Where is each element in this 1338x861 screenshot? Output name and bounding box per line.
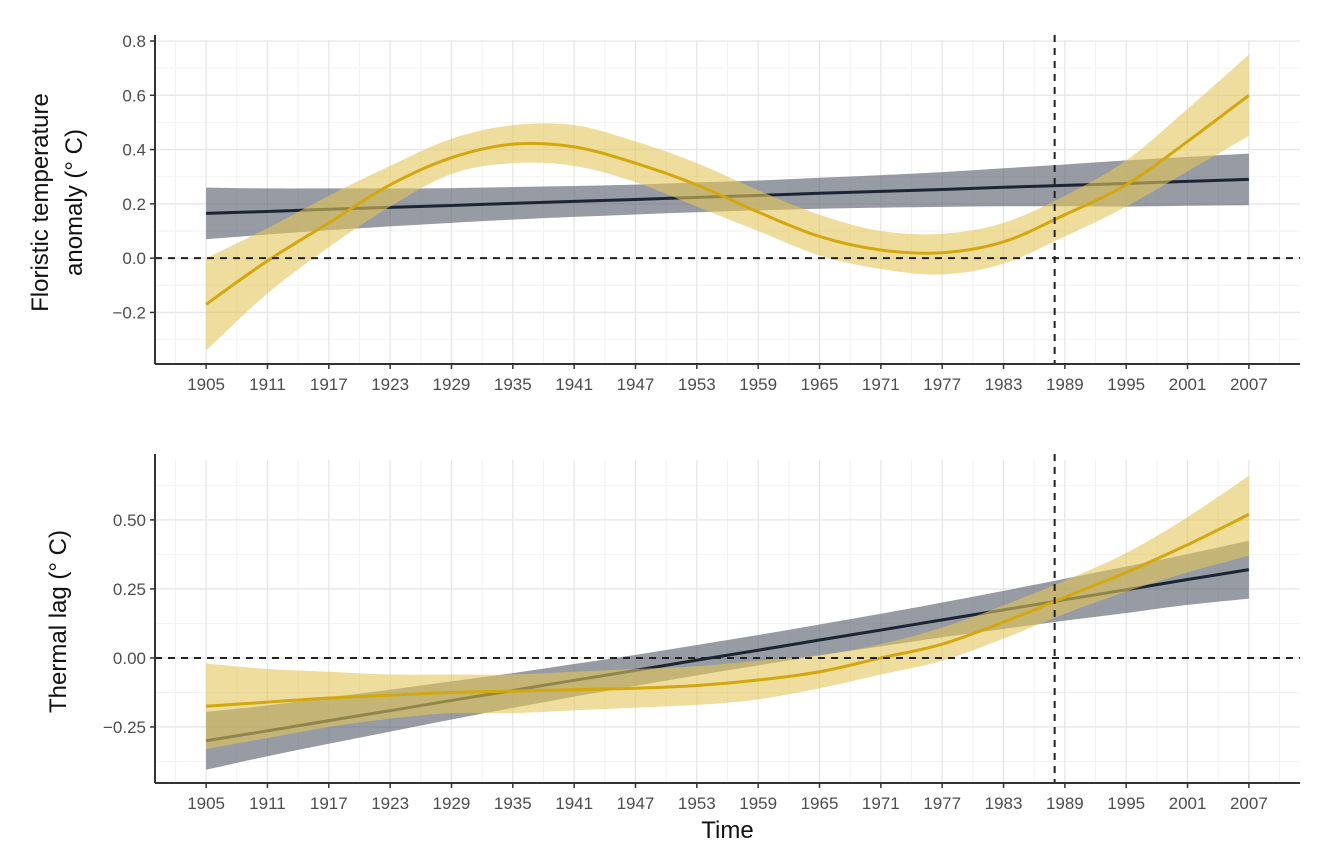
x-tick-label: 2001	[1169, 794, 1207, 813]
smooth-trend-line	[206, 513, 1250, 708]
smooth-trend-line	[205, 94, 1250, 306]
x-tick-label: 1923	[371, 375, 409, 394]
smooth-trend-confidence-band	[206, 475, 1249, 750]
y-axis-title: Thermal lag (° C)	[45, 530, 72, 713]
x-tick-label: 1947	[617, 794, 655, 813]
x-axis-title: Time	[701, 817, 753, 844]
x-tick-label: 1965	[801, 794, 839, 813]
y-axis-title: Floristic temperature	[27, 93, 54, 312]
x-tick-label: 1947	[617, 375, 655, 394]
y-tick-label: −0.2	[112, 303, 146, 322]
panel-floristic-temperature-anomaly: 1905 1911 1917 1923 1929 1935 1941 1947 1953 1959…	[27, 32, 1300, 394]
x-tick-label: 1983	[985, 375, 1023, 394]
y-tick-label: 0.2	[122, 195, 146, 214]
y-axis-title: anomaly (° C)	[61, 129, 88, 276]
x-tick-label: 1941	[555, 375, 593, 394]
x-tick-label: 1977	[923, 375, 961, 394]
x-tick-label: 1977	[923, 794, 961, 813]
y-tick-label: 0.6	[122, 86, 146, 105]
y-tick-label: 0.0	[122, 249, 146, 268]
x-tick-label: 2007	[1230, 375, 1268, 394]
y-tick-label: 0.00	[113, 649, 146, 668]
x-tick-label: 1929	[433, 794, 471, 813]
x-tick-label: 1905	[187, 375, 225, 394]
smooth-trend-confidence-band	[206, 54, 1249, 351]
y-tick-label: 0.25	[113, 580, 146, 599]
panel-thermal-lag: 1905 1911 1917 1923 1929 1935 1941 1947 1953 1959…	[45, 454, 1300, 844]
x-tick-label: 1983	[985, 794, 1023, 813]
x-tick-label: 1989	[1046, 375, 1084, 394]
x-tick-label: 1917	[310, 375, 348, 394]
x-tick-label: 1953	[678, 375, 716, 394]
x-tick-label: 1959	[739, 794, 777, 813]
x-tick-label: 1959	[739, 375, 777, 394]
y-tick-label: 0.4	[122, 141, 146, 160]
x-tick-label: 1905	[187, 794, 225, 813]
x-tick-label: 2001	[1169, 375, 1207, 394]
x-tick-label: 1941	[555, 794, 593, 813]
x-tick-label: 1965	[801, 375, 839, 394]
x-tick-label: 1911	[249, 375, 286, 394]
x-tick-label: 1911	[249, 794, 286, 813]
x-tick-label: 1929	[433, 375, 471, 394]
y-tick-label: −0.25	[103, 718, 146, 737]
x-tick-label: 1935	[494, 375, 532, 394]
x-tick-label: 1971	[862, 794, 900, 813]
x-tick-label: 1917	[310, 794, 348, 813]
x-tick-label: 1995	[1107, 375, 1145, 394]
x-tick-label: 1923	[371, 794, 409, 813]
x-tick-label: 1953	[678, 794, 716, 813]
x-tick-label: 1989	[1046, 794, 1084, 813]
x-tick-label: 1971	[862, 375, 900, 394]
x-tick-label: 1995	[1107, 794, 1145, 813]
x-tick-label: 1935	[494, 794, 532, 813]
x-tick-label: 2007	[1230, 794, 1268, 813]
y-tick-label: 0.50	[113, 511, 146, 530]
y-tick-label: 0.8	[122, 32, 146, 51]
